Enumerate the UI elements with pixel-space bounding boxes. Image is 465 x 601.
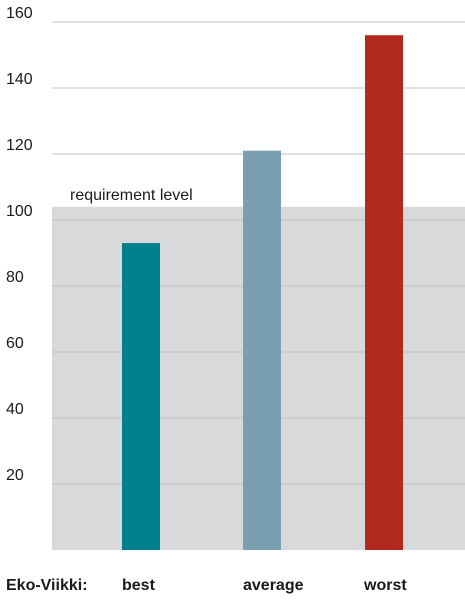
y-tick-label: 80 — [6, 269, 24, 286]
row-label-eko-viikki: Eko-Viikki: — [6, 577, 88, 594]
y-tick-label: 120 — [6, 137, 33, 154]
category-label-best: best — [122, 577, 156, 594]
y-tick-label: 60 — [6, 335, 24, 352]
bar-worst — [365, 35, 403, 550]
bar-average — [243, 150, 281, 550]
y-tick-label: 20 — [6, 467, 24, 484]
y-tick-label: 40 — [6, 401, 24, 418]
y-tick-label: 160 — [6, 5, 33, 22]
category-label-average: average — [243, 577, 304, 594]
requirement-level-label: requirement level — [70, 187, 193, 204]
bar-best — [122, 243, 160, 550]
category-label-worst: worst — [363, 577, 407, 594]
y-tick-label: 140 — [6, 71, 33, 88]
y-tick-label: 100 — [6, 203, 33, 220]
